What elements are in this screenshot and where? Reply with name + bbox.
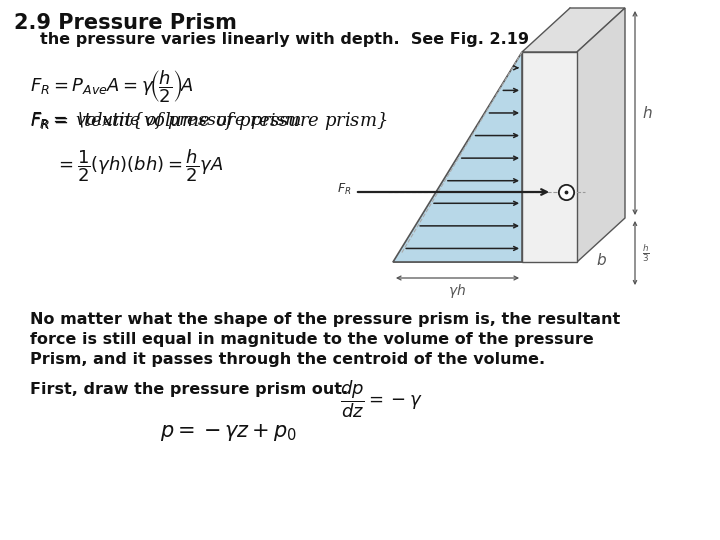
Text: $\dfrac{dp}{dz} = -\gamma$: $\dfrac{dp}{dz} = -\gamma$ <box>340 378 423 420</box>
Text: CP: CP <box>554 167 569 180</box>
Text: $F_R$: $F_R$ <box>336 181 351 197</box>
Text: $\frac{h}{3}$: $\frac{h}{3}$ <box>642 242 649 264</box>
Text: $\gamma h$: $\gamma h$ <box>449 282 467 300</box>
Text: $F_R =$ \textit{volume of pressure prism}: $F_R =$ \textit{volume of pressure prism… <box>30 110 387 132</box>
Text: $b$: $b$ <box>595 252 606 268</box>
Text: $F_R = P_{Ave}A = \gamma\!\left(\dfrac{h}{2}\right)\!A$: $F_R = P_{Ave}A = \gamma\!\left(\dfrac{h… <box>30 68 193 105</box>
Text: the pressure varies linearly with depth.  See Fig. 2.19: the pressure varies linearly with depth.… <box>40 32 529 47</box>
Polygon shape <box>441 8 570 218</box>
Text: No matter what the shape of the pressure prism is, the resultant: No matter what the shape of the pressure… <box>30 312 620 327</box>
Text: First, draw the pressure prism out.: First, draw the pressure prism out. <box>30 382 348 397</box>
Text: 2.9 Pressure Prism: 2.9 Pressure Prism <box>14 13 237 33</box>
Text: force is still equal in magnitude to the volume of the pressure: force is still equal in magnitude to the… <box>30 332 594 347</box>
Text: $p = -\gamma z + p_0$: $p = -\gamma z + p_0$ <box>160 422 297 443</box>
Text: $h$: $h$ <box>642 105 652 121</box>
Text: Prism, and it passes through the centroid of the volume.: Prism, and it passes through the centroi… <box>30 352 545 367</box>
Text: $F_R = $ volume of pressure prism: $F_R = $ volume of pressure prism <box>30 110 302 131</box>
Polygon shape <box>522 8 625 52</box>
Polygon shape <box>393 52 522 262</box>
Polygon shape <box>522 52 577 262</box>
Polygon shape <box>393 218 570 262</box>
Polygon shape <box>577 8 625 262</box>
Text: $= \dfrac{1}{2}(\gamma h)(bh) = \dfrac{h}{2}\gamma A$: $= \dfrac{1}{2}(\gamma h)(bh) = \dfrac{h… <box>55 147 223 184</box>
